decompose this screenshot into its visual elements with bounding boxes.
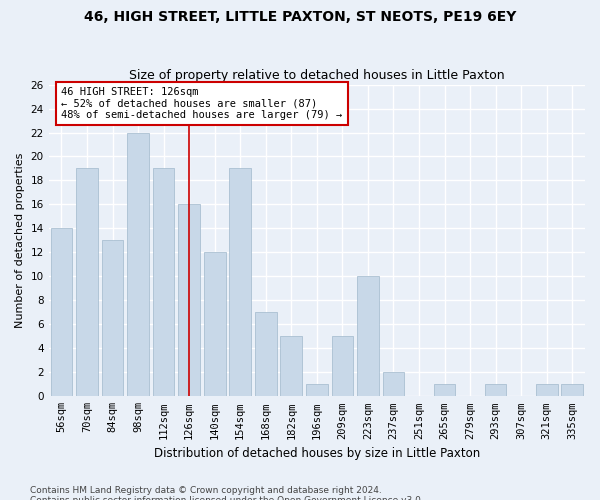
Text: Contains HM Land Registry data © Crown copyright and database right 2024.: Contains HM Land Registry data © Crown c… <box>30 486 382 495</box>
Bar <box>101 240 124 396</box>
Bar <box>306 384 328 396</box>
Bar <box>383 372 404 396</box>
Bar <box>178 204 200 396</box>
Text: Contains public sector information licensed under the Open Government Licence v3: Contains public sector information licen… <box>30 496 424 500</box>
Text: 46, HIGH STREET, LITTLE PAXTON, ST NEOTS, PE19 6EY: 46, HIGH STREET, LITTLE PAXTON, ST NEOTS… <box>84 10 516 24</box>
Text: 46 HIGH STREET: 126sqm
← 52% of detached houses are smaller (87)
48% of semi-det: 46 HIGH STREET: 126sqm ← 52% of detached… <box>61 87 343 120</box>
Bar <box>332 336 353 396</box>
Bar <box>153 168 175 396</box>
Bar <box>127 132 149 396</box>
Bar <box>255 312 277 396</box>
Bar <box>536 384 557 396</box>
Y-axis label: Number of detached properties: Number of detached properties <box>15 152 25 328</box>
Bar <box>485 384 506 396</box>
Bar <box>76 168 98 396</box>
Bar <box>280 336 302 396</box>
X-axis label: Distribution of detached houses by size in Little Paxton: Distribution of detached houses by size … <box>154 447 480 460</box>
Bar <box>434 384 455 396</box>
Title: Size of property relative to detached houses in Little Paxton: Size of property relative to detached ho… <box>129 69 505 82</box>
Bar <box>562 384 583 396</box>
Bar <box>50 228 72 396</box>
Bar <box>357 276 379 396</box>
Bar <box>204 252 226 396</box>
Bar <box>229 168 251 396</box>
